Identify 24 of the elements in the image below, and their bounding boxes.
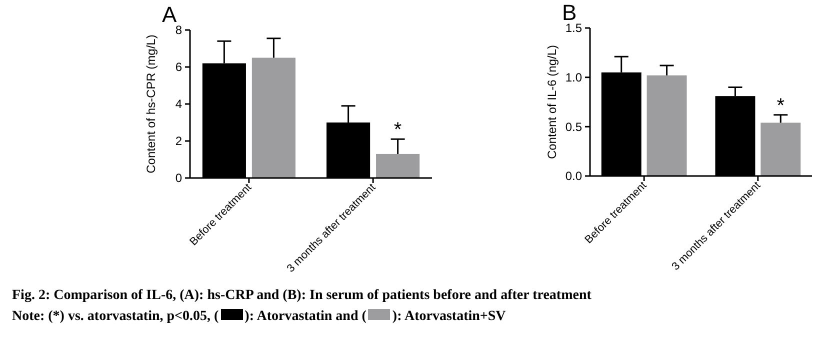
text: ): xyxy=(244,309,254,324)
y-tick-label: 1.0 xyxy=(565,70,582,85)
chart-title: A xyxy=(162,2,177,27)
legend-label: Atorvastatin xyxy=(256,309,332,324)
bar xyxy=(376,154,420,178)
bar xyxy=(760,122,801,176)
bar xyxy=(646,75,687,176)
y-axis-title: Content of IL-6 (ng/L) xyxy=(545,44,559,160)
legend-label: Atorvastatin+SV xyxy=(404,309,506,324)
y-tick-label: 6 xyxy=(175,60,182,74)
annotation: * xyxy=(394,119,402,142)
text: and ( xyxy=(336,309,366,324)
y-tick-label: 4 xyxy=(175,97,182,112)
caption: Fig. 2: Comparison of IL-6, (A): hs-CRP and (B): In serum of patients before and after treatment xyxy=(12,287,592,305)
y-tick-label: 0.0 xyxy=(565,169,582,184)
text: Note: (*) vs. atorvastatin, p<0.05, ( xyxy=(12,309,219,324)
y-tick-label: 0 xyxy=(175,171,182,186)
y-axis-title: Content of hs-CPR (mg/L) xyxy=(144,34,158,174)
y-tick-label: 2 xyxy=(175,134,182,148)
y-tick-label: 0.5 xyxy=(565,120,582,134)
y-tick-label: 8 xyxy=(175,23,182,38)
text: ): xyxy=(392,309,402,324)
annotation: * xyxy=(776,94,785,117)
bar xyxy=(252,58,296,178)
